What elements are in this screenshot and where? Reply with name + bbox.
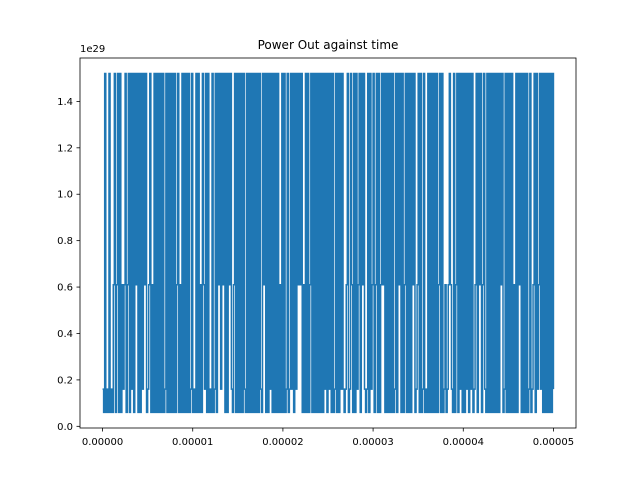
y-offset-text: 1e29 — [80, 44, 105, 55]
x-tick-label: 0.00004 — [443, 437, 484, 448]
y-tick-label: 0.2 — [57, 375, 73, 386]
series-line — [102, 72, 555, 414]
y-tick-label: 1.0 — [57, 190, 73, 201]
y-axis: 0.0 0.2 0.4 0.6 0.8 1.0 1.2 1.4 — [57, 97, 80, 433]
x-axis: 0.00000 0.00001 0.00002 0.00003 0.00004 0.000… — [82, 428, 574, 448]
y-tick-label: 0.0 — [57, 422, 73, 433]
chart-title: Power Out against time — [258, 38, 399, 52]
y-tick-label: 0.8 — [57, 236, 73, 247]
y-tick-label: 1.4 — [57, 97, 73, 108]
y-tick-label: 1.2 — [57, 143, 73, 154]
y-tick-label: 0.4 — [57, 329, 73, 340]
x-tick-label: 0.00003 — [352, 437, 393, 448]
x-tick-label: 0.00005 — [533, 437, 574, 448]
x-tick-label: 0.00002 — [262, 437, 303, 448]
x-tick-label: 0.00001 — [172, 437, 213, 448]
plot-frame — [79, 57, 577, 429]
x-tick-label: 0.00000 — [82, 437, 123, 448]
y-tick-label: 0.6 — [57, 283, 73, 294]
